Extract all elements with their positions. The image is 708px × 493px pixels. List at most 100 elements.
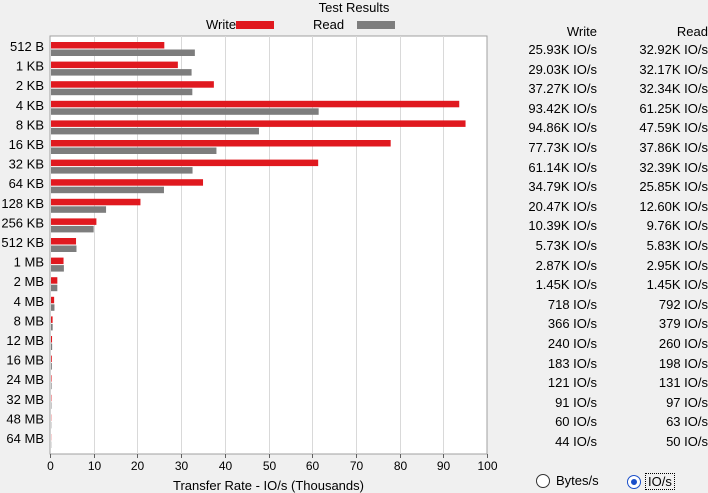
write-value: 60 IO/s [555,414,597,430]
write-bar [51,336,53,343]
bytes-radio[interactable] [536,473,550,488]
category-label: 2 MB [14,274,44,289]
write-value: 240 IO/s [547,336,597,351]
read-value: 131 IO/s [658,375,708,391]
write-value: 91 IO/s [555,394,597,410]
category-label: 32 KB [9,157,44,172]
read-bar [51,147,217,154]
read-value: 97 IO/s [666,394,708,410]
category-label: 512 KB [1,235,44,250]
write-value: 20.47K IO/s [528,198,597,214]
category-label: 16 KB [9,137,44,152]
write-bar [51,81,214,88]
read-value: 12.60K IO/s [639,198,708,214]
read-value: 198 IO/s [658,355,708,371]
read-bar [51,382,52,390]
x-axis-label: Transfer Rate - IO/s (Thousands) [173,478,364,493]
write-value: 121 IO/s [547,375,597,391]
write-bar [51,355,52,363]
read-bar [51,343,53,350]
write-bar [51,61,178,69]
read-value: 61.25K IO/s [639,100,708,116]
x-tick-label: 0 [47,459,54,473]
legend-write-label: Write [206,17,237,32]
x-tick-label: 20 [131,459,145,473]
category-label: 1 MB [14,255,44,270]
read-bar [51,186,164,194]
read-bar [51,127,259,135]
legend-read-swatch [357,21,395,29]
read-value: 260 IO/s [658,336,708,351]
chart-title: Test Results [318,0,390,15]
bytes-radio-label: Bytes/s [556,473,599,488]
read-bar [51,304,55,311]
read-value: 25.85K IO/s [639,179,708,195]
read-bar [51,284,58,292]
write-bar [51,140,391,147]
x-tick-label: 90 [437,459,451,473]
write-bar [51,159,319,167]
x-tick-label: 50 [263,459,277,473]
category-label: 12 MB [6,333,44,348]
category-label: 64 MB [6,431,44,446]
read-value: 47.59K IO/s [639,120,708,136]
read-value: 63 IO/s [666,414,708,430]
write-bar [51,100,460,108]
write-bar [51,277,58,284]
read-value: 32.34K IO/s [639,81,708,97]
category-label: 8 MB [14,313,44,328]
x-tick-label: 30 [175,459,189,473]
write-bar [51,316,53,323]
write-bar [51,296,55,304]
write-value: 93.42K IO/s [528,100,597,116]
category-label: 32 MB [6,392,44,407]
x-tick-label: 70 [350,459,364,473]
plot-area [49,35,488,455]
write-value: 183 IO/s [547,355,597,371]
write-value: 61.14K IO/s [528,159,597,175]
write-value: 77.73K IO/s [528,140,597,155]
read-value: 1.45K IO/s [646,277,708,293]
x-tick-label: 80 [394,459,408,473]
x-tick-label: 10 [88,459,102,473]
x-tick-label: 40 [219,459,233,473]
read-value: 2.95K IO/s [646,257,708,273]
read-bar [51,225,94,233]
write-value: 718 IO/s [547,296,597,312]
x-tick-label: 60 [306,459,320,473]
io-radio-label: IO/s [645,473,675,490]
read-bar [51,49,195,56]
write-value: 29.03K IO/s [528,61,597,77]
bytes-option[interactable]: Bytes/s [536,473,599,488]
category-label: 48 MB [6,411,44,426]
read-value: 792 IO/s [658,296,708,312]
category-label: 8 KB [16,117,44,132]
transfer-rate-chart: 0 10 20 30 40 50 60 70 80 90 100 Transfer Rate - IO… [1,35,498,493]
category-label: 512 B [10,39,44,54]
category-label: 4 MB [14,294,44,309]
category-label: 2 KB [16,78,44,93]
write-bar [51,120,466,127]
category-label: 256 KB [1,215,44,230]
write-value: 2.87K IO/s [535,257,597,273]
write-column-header: Write [566,24,597,39]
legend-read-label: Read [313,17,345,32]
io-radio[interactable] [627,474,641,489]
read-bar [51,88,193,96]
category-label: 24 MB [6,372,44,387]
write-value: 44 IO/s [555,434,597,449]
write-value: 34.79K IO/s [528,179,597,195]
io-option[interactable]: IO/s [627,473,675,490]
write-bar [51,218,97,225]
write-value: 5.73K IO/s [535,238,597,253]
write-value: 25.93K IO/s [528,42,597,57]
write-bar [51,179,204,186]
write-value: 1.45K IO/s [535,277,597,293]
read-bar [51,206,107,213]
read-value: 379 IO/s [658,316,708,332]
write-bar [51,238,77,245]
category-label: 16 MB [6,353,44,368]
category-label: 128 KB [1,196,44,211]
write-value: 10.39K IO/s [528,218,597,234]
category-label: 64 KB [9,176,44,191]
